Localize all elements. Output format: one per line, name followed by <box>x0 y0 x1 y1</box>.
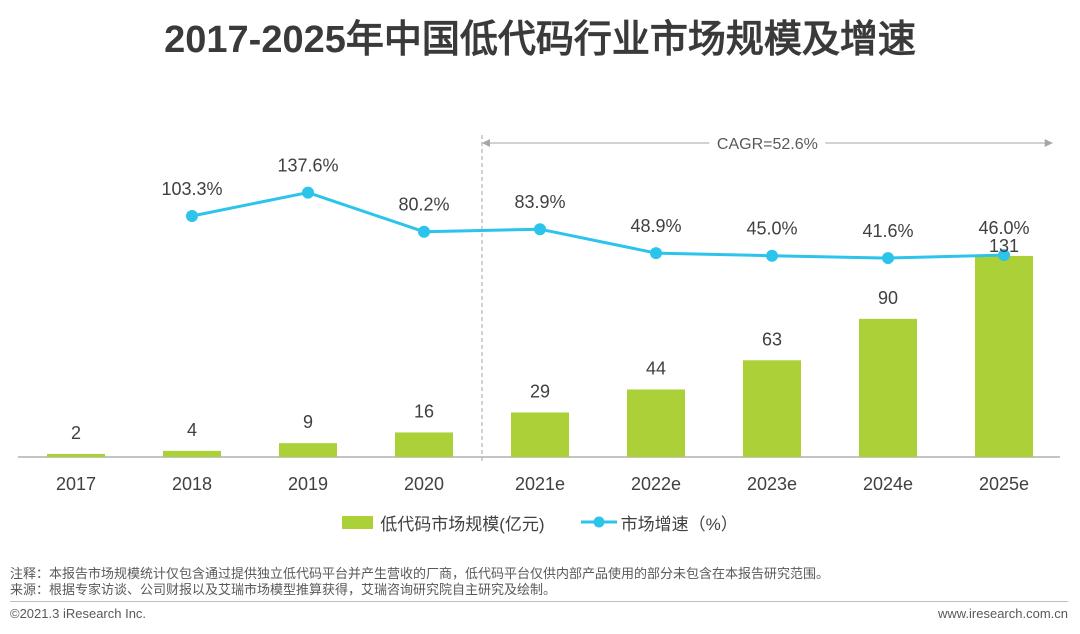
growth-label-2020: 80.2% <box>398 195 449 215</box>
cagr-label-background <box>709 133 826 153</box>
bar-label-2022e: 44 <box>646 358 666 378</box>
bar-2017 <box>47 453 105 457</box>
chart-canvas: CAGR=52.6% 2 2017 103.3% 4 2018 137.6% 9 2019 80.… <box>18 133 1060 494</box>
growth-label-2021e: 83.9% <box>514 192 565 212</box>
website-text: www.iresearch.com.cn <box>937 606 1068 621</box>
bar-2018 <box>163 450 221 457</box>
copyright-text: ©2021.3 iResearch Inc. <box>10 606 147 621</box>
legend-line-swatch <box>580 516 617 528</box>
x-tick-2018: 2018 <box>172 474 212 494</box>
x-tick-2023e: 2023e <box>747 474 797 494</box>
bar-label-2017: 2 <box>71 423 81 443</box>
legend-line-label: 市场增速（%） <box>620 514 738 534</box>
growth-label-2023e: 45.0% <box>746 219 797 239</box>
growth-point-2021e <box>534 223 546 236</box>
growth-point-2024e <box>882 252 894 265</box>
chart-legend: 低代码市场规模(亿元) 市场增速（%） <box>0 510 1080 534</box>
growth-point-2019 <box>302 186 314 199</box>
bar-2024e <box>859 318 917 457</box>
bar-label-2020: 16 <box>414 401 434 421</box>
bar-2021e <box>511 412 569 457</box>
bar-label-2019: 9 <box>303 412 313 432</box>
bar-label-2018: 4 <box>187 420 197 440</box>
cagr-label: CAGR=52.6% <box>717 136 818 153</box>
growth-label-2018: 103.3% <box>161 179 222 199</box>
growth-label-2022e: 48.9% <box>630 216 681 236</box>
bar-2019 <box>279 443 337 457</box>
footer-divider <box>10 601 1068 602</box>
growth-point-2023e <box>766 249 778 262</box>
bar-2025e <box>975 255 1033 457</box>
page-title: 2017-2025年中国低代码行业市场规模及增速 <box>164 19 916 61</box>
x-tick-2024e: 2024e <box>863 474 913 494</box>
legend-item-growth-rate: 市场增速（%） <box>580 510 738 535</box>
x-tick-2022e: 2022e <box>631 474 681 494</box>
bar-2022e <box>627 389 685 457</box>
bar-label-2021e: 29 <box>530 381 550 401</box>
growth-point-2018 <box>186 209 198 222</box>
bar-2023e <box>743 360 801 457</box>
x-tick-2020: 2020 <box>404 474 444 494</box>
bar-2020 <box>395 432 453 457</box>
growth-rate-line <box>190 191 1006 260</box>
cagr-left-arrow-icon <box>482 139 490 147</box>
growth-point-2020 <box>418 225 430 238</box>
growth-label-2019: 137.6% <box>277 156 338 176</box>
growth-label-2024e: 41.6% <box>862 221 913 241</box>
legend-item-market-size: 低代码市场规模(亿元) <box>342 510 545 535</box>
x-tick-2019: 2019 <box>288 474 328 494</box>
notes-block: 注释：本报告市场规模统计仅包含通过提供独立低代码平台并产生营收的厂商，低代码平台… <box>10 566 1070 598</box>
bar-label-2025e: 131 <box>989 236 1019 256</box>
growth-label-2025e: 46.0% <box>978 218 1029 238</box>
growth-point-2022e <box>650 247 662 260</box>
legend-bar-label: 低代码市场规模(亿元) <box>380 514 545 534</box>
bar-label-2023e: 63 <box>762 329 782 349</box>
bar-label-2024e: 90 <box>878 288 898 308</box>
legend-bar-swatch <box>342 515 374 529</box>
x-tick-2025e: 2025e <box>979 474 1029 494</box>
cagr-right-arrow-icon <box>1044 139 1053 147</box>
x-tick-2017: 2017 <box>56 474 96 494</box>
growth-point-2025e <box>998 249 1010 262</box>
note-text: 注释：本报告市场规模统计仅包含通过提供独立低代码平台并产生营收的厂商，低代码平台… <box>10 566 830 581</box>
source-text: 来源：根据专家访谈、公司财报以及艾瑞市场模型推算获得，艾瑞咨询研究院自主研究及绘… <box>10 582 557 597</box>
x-tick-2021e: 2021e <box>515 474 565 494</box>
